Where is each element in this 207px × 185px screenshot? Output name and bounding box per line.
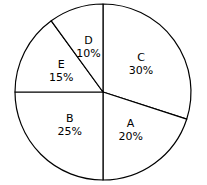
svg-text:30%: 30%	[129, 64, 153, 77]
svg-text:C: C	[137, 51, 145, 64]
svg-text:B: B	[66, 112, 74, 125]
svg-text:E: E	[58, 58, 65, 71]
svg-text:10%: 10%	[76, 47, 100, 60]
svg-text:25%: 25%	[58, 125, 82, 138]
svg-text:20%: 20%	[118, 130, 142, 143]
svg-text:15%: 15%	[49, 71, 73, 84]
svg-text:D: D	[84, 34, 92, 47]
svg-text:A: A	[127, 117, 135, 130]
